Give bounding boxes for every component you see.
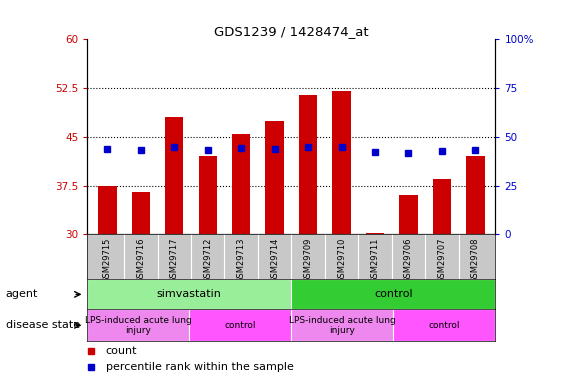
Bar xyxy=(292,279,495,309)
Text: control: control xyxy=(428,321,460,330)
Bar xyxy=(98,186,117,234)
Bar xyxy=(299,94,318,234)
Text: GSM29716: GSM29716 xyxy=(136,238,145,284)
Text: GSM29708: GSM29708 xyxy=(471,238,480,284)
Text: control: control xyxy=(374,290,413,299)
Bar xyxy=(87,279,292,309)
Bar xyxy=(466,156,485,234)
Text: GSM29709: GSM29709 xyxy=(303,238,312,284)
Text: GSM29713: GSM29713 xyxy=(236,238,245,284)
Bar xyxy=(433,179,451,234)
Bar xyxy=(332,92,351,234)
Text: GSM29715: GSM29715 xyxy=(103,238,112,284)
Text: GSM29717: GSM29717 xyxy=(170,238,179,284)
Text: GSM29706: GSM29706 xyxy=(404,238,413,284)
Text: GSM29712: GSM29712 xyxy=(203,238,212,284)
Bar xyxy=(265,121,284,234)
Title: GDS1239 / 1428474_at: GDS1239 / 1428474_at xyxy=(214,25,369,38)
Text: agent: agent xyxy=(6,290,38,299)
Text: GSM29707: GSM29707 xyxy=(437,238,446,284)
Text: LPS-induced acute lung
injury: LPS-induced acute lung injury xyxy=(85,316,191,335)
Text: GSM29711: GSM29711 xyxy=(370,238,379,284)
Bar xyxy=(189,309,292,341)
Bar xyxy=(292,309,394,341)
Bar xyxy=(399,195,418,234)
Text: GSM29714: GSM29714 xyxy=(270,238,279,284)
Bar xyxy=(132,192,150,234)
Bar xyxy=(232,134,251,234)
Bar xyxy=(165,117,184,234)
Bar xyxy=(199,156,217,234)
Text: simvastatin: simvastatin xyxy=(157,290,222,299)
Bar xyxy=(394,309,495,341)
Bar xyxy=(366,233,384,234)
Text: LPS-induced acute lung
injury: LPS-induced acute lung injury xyxy=(289,316,396,335)
Text: control: control xyxy=(225,321,256,330)
Bar xyxy=(87,309,189,341)
Text: percentile rank within the sample: percentile rank within the sample xyxy=(106,362,293,372)
Text: GSM29710: GSM29710 xyxy=(337,238,346,284)
Text: disease state: disease state xyxy=(6,320,80,330)
Text: count: count xyxy=(106,346,137,356)
